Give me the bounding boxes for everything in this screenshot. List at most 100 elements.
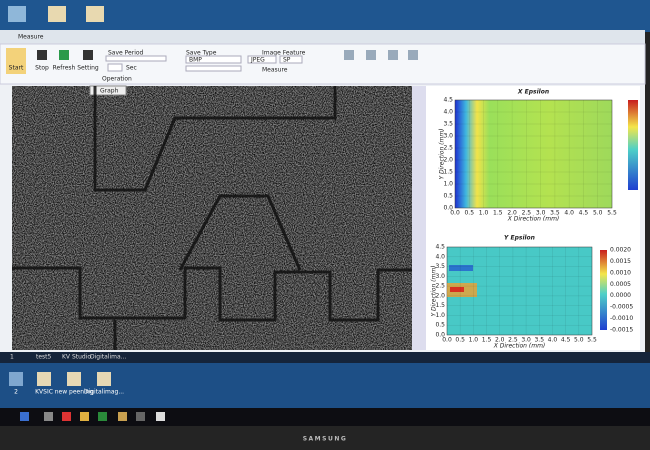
- x-tick-label: 5.0: [574, 337, 584, 344]
- save-period-slider[interactable]: [105, 55, 167, 62]
- save-type-slider[interactable]: [185, 65, 242, 72]
- y-tick-label: 2.0: [443, 157, 453, 164]
- colorbar-tick-label: 0.0015: [610, 258, 631, 265]
- sec-label: Sec: [126, 65, 137, 72]
- image-feature-select[interactable]: [247, 55, 277, 64]
- y-axis-label: Y Direction (mm): [439, 128, 446, 179]
- y-tick-label: 0.5: [443, 193, 453, 200]
- colorbar-tick-label: -0.0015: [610, 327, 633, 334]
- x-axis-label: X Direction (mm): [493, 343, 546, 350]
- y-tick-label: 1.5: [443, 169, 453, 176]
- colorbar-tick-label: 0.0010: [610, 269, 631, 276]
- x-tick-label: 5.5: [607, 210, 617, 217]
- taskbar-icon[interactable]: [156, 412, 165, 421]
- brand-logo: SAMSUNG: [303, 436, 348, 443]
- y-tick-label: 0.0: [443, 205, 453, 212]
- image-feature-value-2: SP: [283, 57, 291, 64]
- toolbar-icon[interactable]: [37, 50, 47, 60]
- taskbar-icon[interactable]: [62, 412, 71, 421]
- toolbar-button-label: Refresh: [53, 65, 76, 72]
- title-bar: [0, 30, 645, 44]
- y-epsilon-colorbar: [600, 250, 607, 330]
- x-tick-label: 1.5: [482, 337, 492, 344]
- desktop-icon-label: 2: [14, 389, 18, 396]
- colorbar-tick-label: 0.0000: [610, 292, 631, 299]
- taskbar-icon[interactable]: [136, 412, 145, 421]
- y-tick-label: 4.5: [435, 244, 445, 251]
- taskbar: [0, 408, 650, 426]
- taskbar-strip-label: test5: [36, 354, 52, 361]
- y-tick-label: 2.5: [443, 145, 453, 152]
- x-tick-label: 2.0: [507, 210, 517, 217]
- y-tick-label: 3.0: [435, 273, 445, 280]
- x-tick-label: 4.0: [548, 337, 558, 344]
- colorbar-tick-label: -0.0010: [610, 315, 633, 322]
- toolbar-button-label: Start: [9, 65, 24, 72]
- y-epsilon-coldspot: [449, 265, 473, 271]
- colorbar-tick-label: 0.0020: [610, 247, 631, 254]
- taskbar-strip-label: 1: [10, 354, 14, 361]
- x-tick-label: 1.0: [469, 337, 479, 344]
- toolbar-button-label: Stop: [35, 65, 49, 72]
- image-feature-select-2[interactable]: [279, 55, 303, 64]
- x-tick-label: 3.5: [534, 337, 544, 344]
- y-epsilon-hotspot: [450, 287, 464, 292]
- colorbar-tick-label: 0.0005: [610, 281, 631, 288]
- desktop-icon: [8, 6, 26, 22]
- taskbar-icon[interactable]: [20, 412, 29, 421]
- desktop-icon[interactable]: [37, 372, 51, 386]
- x-epsilon-heatmap: [454, 99, 613, 209]
- y-tick-label: 3.5: [443, 121, 453, 128]
- splitter: [412, 86, 426, 350]
- desktop-icon-label: KVSIC: [35, 389, 53, 396]
- desktop-icon-label: Digitalimag...: [84, 389, 124, 396]
- save-type-select[interactable]: [185, 55, 242, 64]
- y-tick-label: 4.0: [443, 109, 453, 116]
- desktop-icon[interactable]: [97, 372, 111, 386]
- save-type-value: BMP: [189, 57, 202, 64]
- x-tick-label: 2.0: [495, 337, 505, 344]
- plot-title: Y Epsilon: [504, 235, 535, 242]
- x-tick-label: 3.5: [550, 210, 560, 217]
- desktop-icon: [86, 6, 104, 22]
- tool-icon[interactable]: [366, 50, 376, 60]
- save-period-label: Save Period: [108, 50, 144, 57]
- x-tick-label: 4.5: [561, 337, 571, 344]
- group-label: Operation: [102, 76, 132, 83]
- tool-icon[interactable]: [344, 50, 354, 60]
- taskbar-strip: [0, 352, 650, 363]
- colorbar-tick-label: -0.0005: [610, 304, 633, 311]
- save-period-input[interactable]: [107, 63, 123, 72]
- start-button[interactable]: [6, 48, 26, 74]
- y-tick-label: 1.0: [443, 181, 453, 188]
- taskbar-icon[interactable]: [44, 412, 53, 421]
- image-tab-label: Graph: [100, 88, 119, 95]
- toolbar-icon[interactable]: [59, 50, 69, 60]
- y-tick-label: 0.5: [435, 322, 445, 329]
- x-tick-label: 1.5: [493, 210, 503, 217]
- toolbar-icon[interactable]: [83, 50, 93, 60]
- x-tick-label: 2.5: [508, 337, 518, 344]
- taskbar-icon[interactable]: [98, 412, 107, 421]
- image-tab[interactable]: [89, 85, 127, 96]
- taskbar-icon[interactable]: [80, 412, 89, 421]
- x-tick-label: 5.0: [593, 210, 603, 217]
- y-tick-label: 3.5: [435, 263, 445, 270]
- tool-icon[interactable]: [388, 50, 398, 60]
- x-tick-label: 5.5: [587, 337, 597, 344]
- window-title: Measure: [18, 34, 44, 41]
- x-epsilon-colorbar: [628, 100, 638, 190]
- taskbar-icon[interactable]: [118, 412, 127, 421]
- x-axis-label: X Direction (mm): [507, 216, 560, 223]
- desktop-icon[interactable]: [67, 372, 81, 386]
- y-tick-label: 2.0: [435, 292, 445, 299]
- y-tick-label: 4.0: [435, 253, 445, 260]
- specimen-outline: [12, 86, 412, 350]
- save-type-label: Save Type: [186, 50, 217, 57]
- desktop-icon[interactable]: [9, 372, 23, 386]
- tool-icon[interactable]: [408, 50, 418, 60]
- x-tick-label: 0.5: [464, 210, 474, 217]
- x-tick-label: 1.0: [479, 210, 489, 217]
- image-feature-label: Image Feature: [262, 50, 306, 57]
